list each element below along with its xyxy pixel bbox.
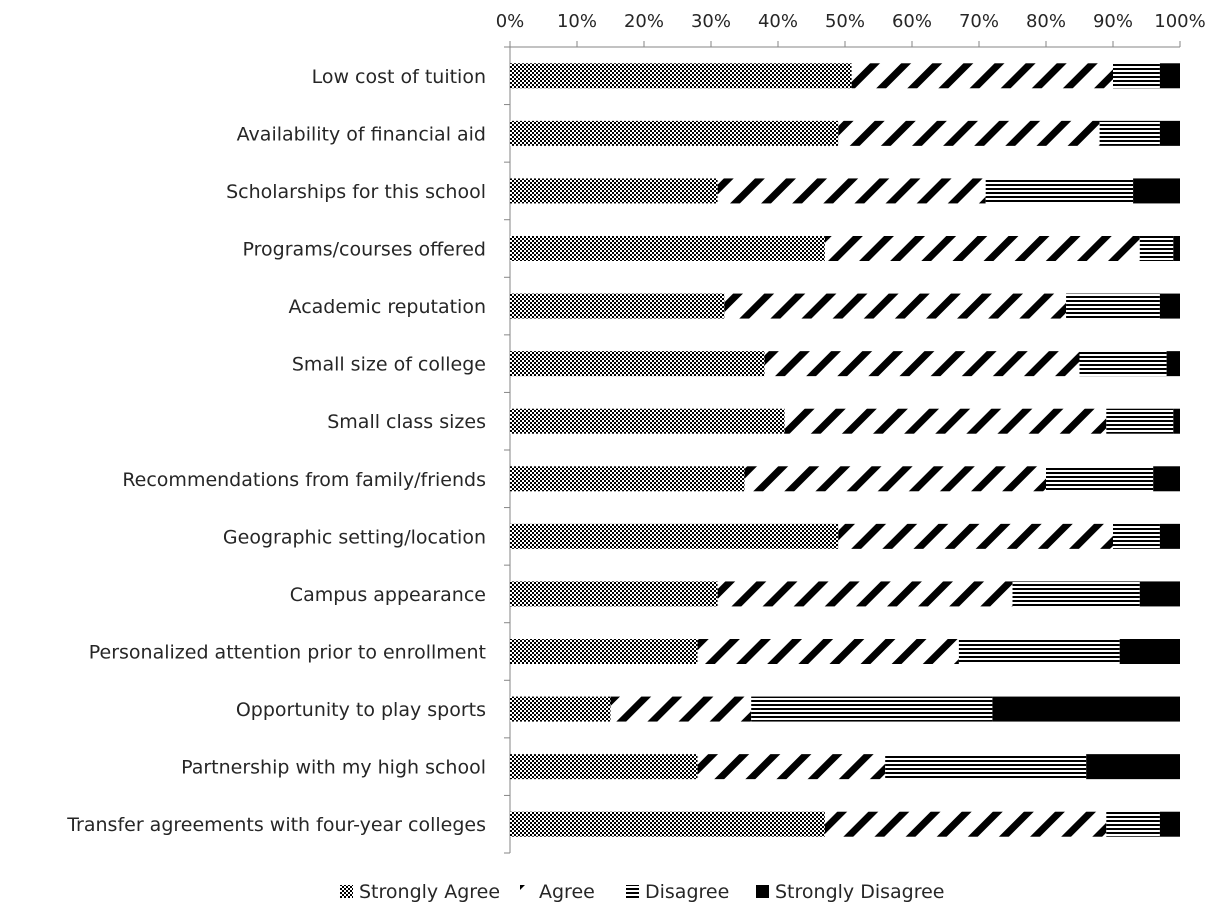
bar-segment-agree (744, 466, 1046, 492)
bar-segment-agree (717, 581, 1013, 607)
bar-segment-disagree (985, 178, 1134, 204)
category-label: Small class sizes (327, 411, 486, 433)
bar-segment-strongly-disagree (1159, 63, 1180, 89)
category-labels: Low cost of tuition Availability of finan… (66, 66, 486, 836)
category-label: Low cost of tuition (312, 66, 486, 88)
category-label: Partnership with my high school (181, 757, 486, 779)
x-tick-label: 30% (691, 11, 731, 32)
bar-segment-strongly-disagree (1153, 466, 1180, 492)
bar-segment-strongly-agree (510, 811, 825, 837)
x-tick-label: 60% (892, 11, 932, 32)
bar-segment-agree (838, 120, 1100, 146)
category-label: Recommendations from family/friends (122, 469, 486, 491)
category-label: Geographic setting/location (223, 526, 486, 548)
bar-segment-strongly-agree (510, 120, 839, 146)
legend-swatch (520, 885, 533, 898)
bar-segment-strongly-agree (510, 754, 698, 780)
bar-segment-disagree (1046, 466, 1154, 492)
legend-item: Strongly Disagree (756, 881, 944, 903)
bar-segment-agree (764, 351, 1080, 377)
bar-segment-disagree (1106, 408, 1174, 434)
bar-segment-strongly-agree (510, 351, 765, 377)
legend-swatch (626, 885, 639, 898)
bar-segment-strongly-disagree (1159, 811, 1180, 837)
category-label: Opportunity to play sports (236, 699, 486, 721)
x-tick-label: 70% (959, 11, 999, 32)
category-label: Availability of financial aid (237, 123, 486, 145)
x-tick-label: 10% (557, 11, 597, 32)
bar-segment-strongly-disagree (1139, 581, 1180, 607)
bar-segment-strongly-disagree (1173, 408, 1180, 434)
category-label: Programs/courses offered (243, 239, 486, 261)
bar-segment-strongly-disagree (1159, 293, 1180, 319)
bar-segment-strongly-agree (510, 178, 718, 204)
x-tick-label: 90% (1093, 11, 1133, 32)
bars (510, 63, 1180, 837)
category-label: Campus appearance (290, 584, 486, 606)
bar-segment-strongly-agree (510, 581, 718, 607)
bar-segment-agree (784, 408, 1107, 434)
bar-segment-strongly-disagree (992, 696, 1180, 722)
bar-segment-disagree (958, 639, 1120, 664)
bar-segment-strongly-agree (510, 63, 852, 89)
bar-segment-strongly-agree (510, 293, 725, 319)
bar-segment-agree (610, 696, 752, 722)
bar-segment-strongly-disagree (1133, 178, 1180, 204)
legend: Strongly Agree Agree Disagree Strongly Disa… (340, 881, 944, 903)
x-tick-label: 50% (825, 11, 865, 32)
legend-swatch (340, 885, 353, 898)
bar-segment-agree (824, 811, 1107, 837)
legend-label: Disagree (645, 881, 729, 903)
bar-segment-agree (838, 523, 1113, 549)
bar-segment-disagree (751, 696, 993, 722)
bar-segment-strongly-disagree (1173, 236, 1180, 261)
bar-segment-agree (717, 178, 986, 204)
bar-segment-strongly-disagree (1159, 120, 1180, 146)
category-label: Personalized attention prior to enrollme… (89, 642, 486, 664)
bar-segment-strongly-agree (510, 696, 611, 722)
legend-item: Agree (520, 881, 595, 903)
category-label: Scholarships for this school (226, 181, 486, 203)
category-label: Small size of college (292, 354, 486, 376)
bar-segment-agree (697, 754, 886, 780)
legend-swatch (756, 885, 769, 898)
legend-label: Strongly Disagree (775, 881, 944, 903)
bar-segment-disagree (1066, 293, 1160, 319)
legend-label: Strongly Agree (359, 881, 500, 903)
bar-segment-agree (697, 639, 959, 664)
bar-segment-strongly-agree (510, 523, 839, 549)
bar-segment-agree (724, 293, 1067, 319)
bar-segment-strongly-agree (510, 466, 745, 492)
legend-label: Agree (539, 881, 595, 903)
bar-segment-strongly-agree (510, 408, 785, 434)
bar-segment-strongly-disagree (1159, 523, 1180, 549)
bar-segment-disagree (885, 754, 1087, 780)
x-tick-label: 0% (496, 11, 525, 32)
bar-segment-strongly-disagree (1119, 639, 1180, 664)
bar-segment-strongly-agree (510, 236, 825, 261)
bar-segment-disagree (1012, 581, 1140, 607)
bar-segment-strongly-disagree (1166, 351, 1180, 377)
bar-segment-disagree (1079, 351, 1167, 377)
bar-segment-agree (824, 236, 1140, 261)
category-label: Transfer agreements with four-year colle… (66, 814, 486, 836)
bar-segment-strongly-disagree (1086, 754, 1180, 780)
bar-segment-disagree (1106, 811, 1160, 837)
bar-segment-disagree (1113, 63, 1160, 89)
x-tick-label: 20% (624, 11, 664, 32)
x-tick-label: 40% (758, 11, 798, 32)
x-tick-label: 80% (1026, 11, 1066, 32)
x-tick-label: 100% (1154, 11, 1205, 32)
bar-segment-disagree (1099, 120, 1160, 146)
category-label: Academic reputation (289, 296, 486, 318)
legend-item: Disagree (626, 881, 729, 903)
bar-segment-disagree (1139, 236, 1174, 261)
legend-item: Strongly Agree (340, 881, 500, 903)
bar-segment-disagree (1113, 523, 1160, 549)
bar-segment-strongly-agree (510, 639, 698, 664)
bar-segment-agree (851, 63, 1113, 89)
